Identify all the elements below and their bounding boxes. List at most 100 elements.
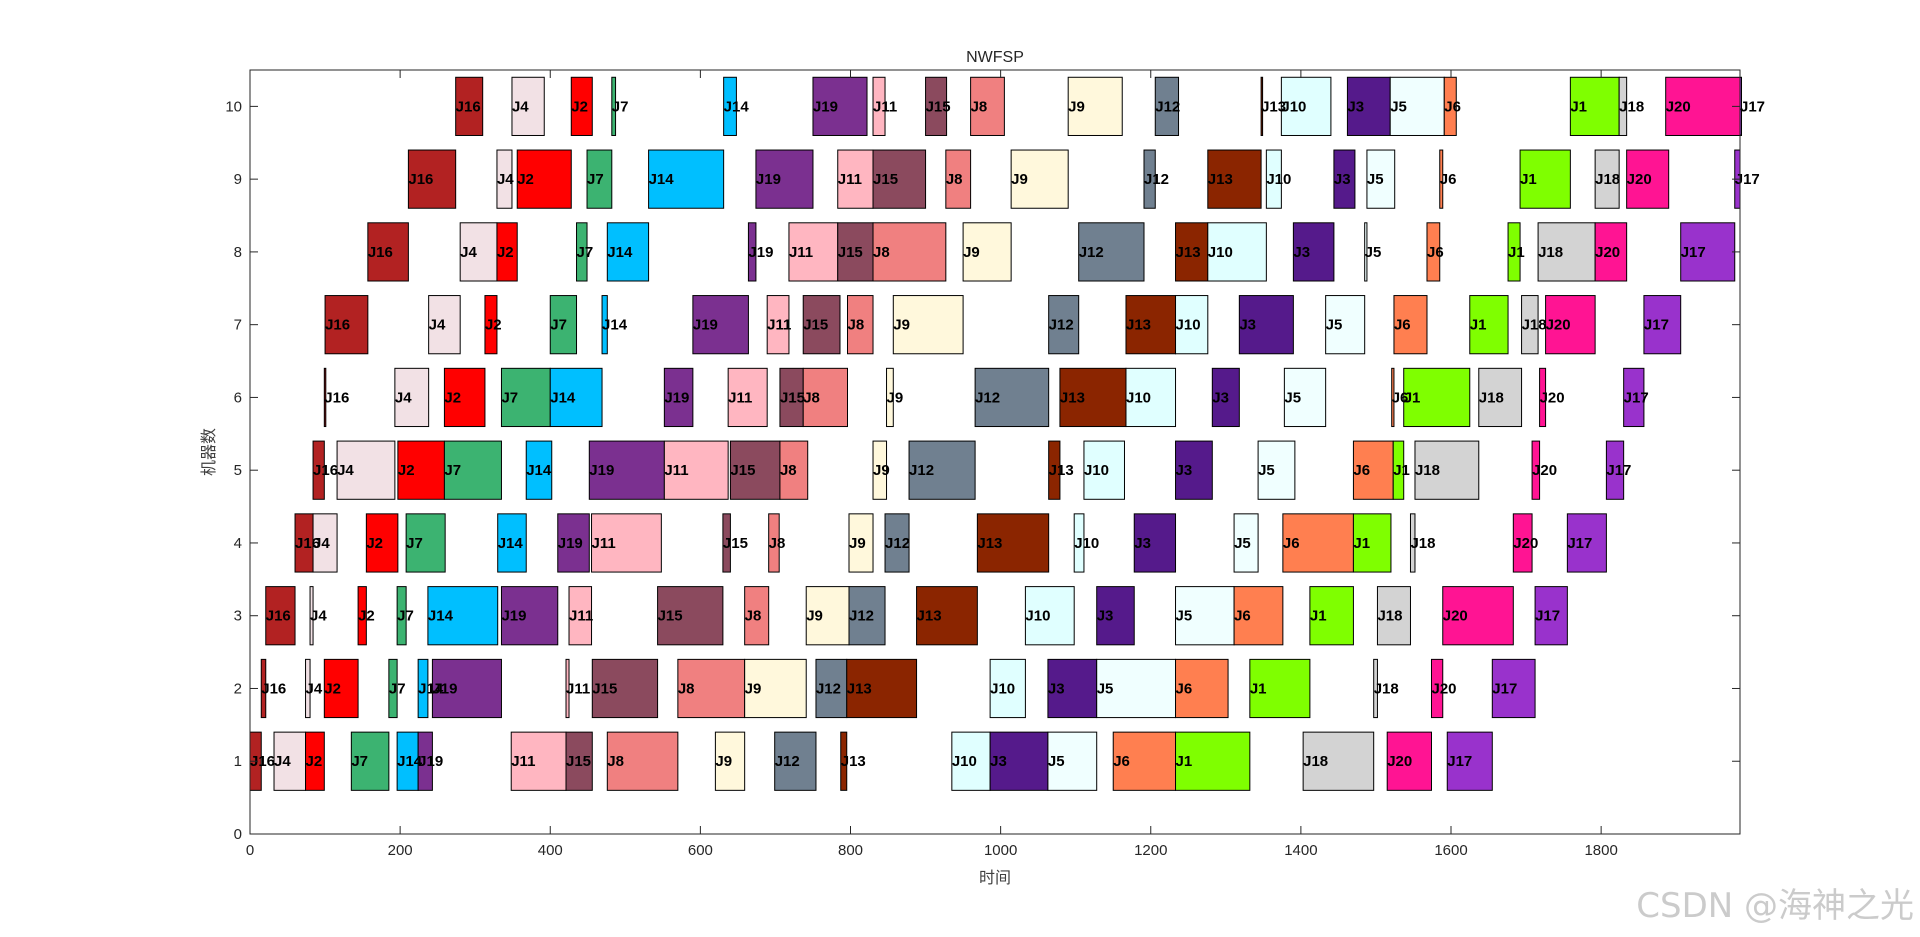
- task-bar-m2-j11: [565, 658, 570, 719]
- task-bar-m9-j16: [407, 149, 457, 209]
- task-bar-m1-j15: [565, 731, 593, 791]
- task-bar-m9-j2: [516, 149, 572, 209]
- task-bar-m9-j5: [1366, 149, 1396, 209]
- task-label-m2-j6: J6: [1176, 680, 1193, 697]
- task-bar-m8-j9: [962, 222, 1012, 282]
- task-label-m5-j13: J13: [1049, 462, 1074, 479]
- task-label-m9-j20: J20: [1627, 171, 1652, 188]
- task-label-m1-j3: J3: [990, 753, 1007, 770]
- task-label-m7-j15: J15: [803, 317, 828, 334]
- task-bar-m6-j19: [663, 367, 694, 428]
- task-label-m7-j10: J10: [1176, 317, 1201, 334]
- task-bar-m10-j2: [570, 76, 593, 136]
- task-label-m1-j8: J8: [607, 753, 624, 770]
- task-bar-m3-j1: [1309, 586, 1354, 646]
- task-bar-m10-j6: [1443, 76, 1457, 136]
- task-label-m6-j18: J18: [1479, 389, 1504, 406]
- task-label-m6-j13: J13: [1060, 389, 1085, 406]
- task-label-m7-j8: J8: [848, 317, 865, 334]
- task-label-m1-j17: J17: [1447, 753, 1472, 770]
- task-bar-m1-j10: [951, 731, 991, 791]
- task-bar-m1-j7: [350, 731, 390, 791]
- task-bar-m4-j9: [848, 513, 874, 573]
- task-bar-m4-j11: [591, 513, 662, 573]
- task-label-m2-j5: J5: [1097, 680, 1114, 697]
- task-bar-m7-j4: [428, 295, 461, 355]
- task-bar-m9-j18: [1594, 149, 1620, 209]
- task-bar-m1-j8: [606, 731, 679, 791]
- task-label-m2-j10: J10: [990, 680, 1015, 697]
- task-bar-m1-j13: [840, 731, 848, 791]
- task-bar-m10-j11: [872, 76, 886, 136]
- task-bar-m4-j18: [1409, 513, 1416, 573]
- task-label-m6-j3: J3: [1212, 389, 1229, 406]
- task-label-m3-j7: J7: [397, 608, 414, 625]
- task-label-m1-j16: J16: [250, 753, 275, 770]
- task-label-m7-j14: J14: [602, 317, 628, 334]
- task-bar-m5-j12: [908, 440, 976, 500]
- task-label-m7-j2: J2: [485, 317, 502, 334]
- task-label-m4-j20: J20: [1513, 535, 1538, 552]
- task-bar-m8-j5: [1364, 222, 1368, 282]
- task-bar-m8-j14: [606, 222, 650, 282]
- task-label-m4-j6: J6: [1283, 535, 1300, 552]
- task-label-m3-j2: J2: [358, 608, 375, 625]
- task-label-m2-j20: J20: [1431, 680, 1456, 697]
- task-label-m1-j2: J2: [306, 753, 323, 770]
- x-axis-label: 时间: [979, 868, 1011, 887]
- task-bar-m7-j13: [1125, 295, 1177, 355]
- task-bar-m9-j12: [1143, 149, 1156, 209]
- task-bar-m1-j12: [774, 731, 817, 791]
- task-label-m10-j20: J20: [1666, 98, 1691, 115]
- task-label-m3-j4: J4: [310, 608, 327, 625]
- task-label-m10-j18: J18: [1619, 98, 1644, 115]
- task-label-m7-j3: J3: [1239, 317, 1256, 334]
- task-label-m7-j12: J12: [1049, 317, 1074, 334]
- task-bar-m5-j18: [1414, 440, 1480, 500]
- y-tick-label: 3: [234, 608, 242, 625]
- task-bar-m5-j3: [1175, 440, 1213, 500]
- task-bar-m6-j3: [1211, 367, 1240, 428]
- task-bar-m6-j1: [1403, 367, 1471, 428]
- task-label-m1-j6: J6: [1113, 753, 1130, 770]
- task-label-m3-j14: J14: [428, 608, 454, 625]
- task-bar-m8-j3: [1292, 222, 1335, 282]
- y-axis-label: 机器数: [199, 428, 218, 476]
- task-bar-m7-j14: [601, 295, 608, 355]
- task-bar-m3-j2: [357, 586, 367, 646]
- y-tick-label: 6: [234, 389, 242, 406]
- task-label-m1-j15: J15: [566, 753, 591, 770]
- task-label-m10-j16: J16: [456, 98, 481, 115]
- task-label-m4-j4: J4: [313, 535, 330, 552]
- task-bar-m7-j16: [324, 295, 369, 355]
- task-bar-m5-j5: [1257, 440, 1296, 500]
- task-label-m8-j9: J9: [963, 244, 980, 261]
- task-bar-m8-j12: [1078, 222, 1145, 282]
- task-bar-m6-j17: [1623, 367, 1645, 428]
- task-bar-m7-j10: [1175, 295, 1209, 355]
- task-bar-m1-j5: [1047, 731, 1098, 791]
- task-bar-m2-j18: [1373, 658, 1378, 719]
- task-label-m5-j5: J5: [1258, 462, 1275, 479]
- y-tick-label: 4: [234, 535, 242, 552]
- task-label-m8-j15: J15: [838, 244, 863, 261]
- task-label-m5-j16: J16: [313, 462, 338, 479]
- task-bar-m6-j10: [1125, 367, 1177, 428]
- task-bar-m9-j1: [1519, 149, 1571, 209]
- task-label-m4-j16: J16: [295, 535, 320, 552]
- x-tick-label: 1400: [1284, 842, 1317, 859]
- task-bar-m2-j5: [1096, 658, 1177, 719]
- task-bar-m1-j18: [1302, 731, 1375, 791]
- x-tick-label: 200: [388, 842, 413, 859]
- task-bar-m8-j10: [1207, 222, 1267, 282]
- task-label-m9-j16: J16: [408, 171, 433, 188]
- task-label-m5-j7: J7: [444, 462, 461, 479]
- task-label-m5-j9: J9: [873, 462, 890, 479]
- task-label-m4-j10: J10: [1074, 535, 1099, 552]
- task-label-m1-j11: J11: [511, 753, 535, 770]
- task-bar-m7-j3: [1238, 295, 1294, 355]
- y-tick-label: 5: [234, 462, 242, 479]
- task-label-m3-j9: J9: [806, 608, 823, 625]
- task-label-m2-j17: J17: [1492, 680, 1517, 697]
- task-label-m5-j10: J10: [1084, 462, 1109, 479]
